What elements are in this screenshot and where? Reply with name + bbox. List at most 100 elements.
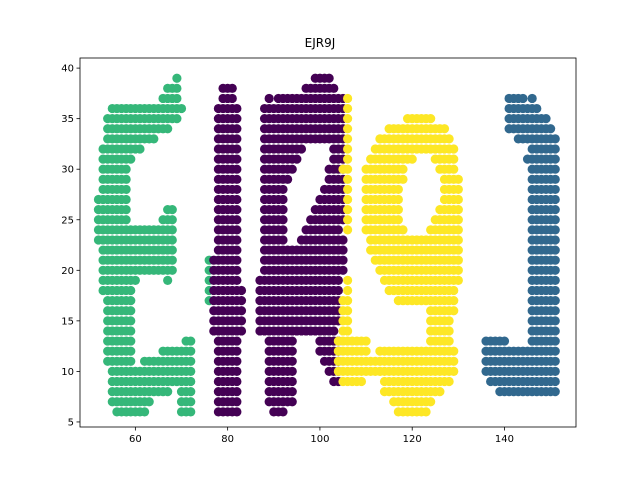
- data-point: [232, 336, 242, 346]
- data-point: [426, 397, 436, 407]
- data-point: [453, 194, 463, 205]
- data-point: [550, 215, 560, 225]
- y-tick-label: 35: [61, 114, 74, 125]
- data-point: [121, 215, 131, 225]
- chart-title: EJR9J: [305, 36, 336, 50]
- data-point: [550, 245, 560, 255]
- data-point: [550, 306, 560, 316]
- data-point: [333, 225, 343, 235]
- data-point: [343, 205, 353, 215]
- data-point: [140, 407, 150, 417]
- data-point: [439, 124, 450, 134]
- data-point: [232, 114, 242, 124]
- data-point: [426, 114, 436, 124]
- data-point: [236, 285, 247, 296]
- data-point: [167, 215, 177, 225]
- data-point: [167, 225, 177, 235]
- data-point: [444, 336, 454, 346]
- data-point: [449, 346, 459, 356]
- data-point: [550, 134, 560, 144]
- data-point: [550, 376, 560, 387]
- data-point: [278, 215, 288, 225]
- y-tick-label: 30: [61, 165, 74, 176]
- series-3: [333, 93, 463, 417]
- data-point: [550, 346, 560, 356]
- data-point: [236, 316, 247, 326]
- data-point: [163, 124, 173, 134]
- data-point: [453, 245, 463, 255]
- data-point: [550, 296, 560, 306]
- data-point: [550, 326, 560, 336]
- data-point: [550, 184, 560, 195]
- data-point: [444, 376, 454, 387]
- data-point: [449, 306, 459, 316]
- data-point: [453, 255, 463, 265]
- data-point: [449, 285, 459, 296]
- data-point: [121, 174, 131, 184]
- data-point: [232, 407, 242, 417]
- data-point: [172, 73, 182, 83]
- x-tick-label: 140: [495, 434, 514, 445]
- data-point: [283, 174, 293, 184]
- data-point: [449, 366, 459, 376]
- data-point: [550, 366, 560, 376]
- data-point: [449, 144, 459, 154]
- data-point: [126, 336, 136, 346]
- data-point: [453, 215, 463, 225]
- data-point: [232, 184, 242, 195]
- data-point: [324, 73, 334, 83]
- data-point: [550, 205, 560, 215]
- data-point: [287, 356, 297, 366]
- data-point: [343, 215, 353, 225]
- x-tick-label: 100: [310, 434, 329, 445]
- data-point: [449, 356, 459, 366]
- y-tick-label: 10: [61, 367, 74, 378]
- data-point: [550, 154, 560, 164]
- data-point: [126, 306, 136, 316]
- data-point: [343, 285, 353, 296]
- data-point: [278, 194, 288, 205]
- y-tick-label: 25: [61, 215, 74, 226]
- data-point: [550, 336, 560, 346]
- data-point: [343, 124, 353, 134]
- data-point: [338, 265, 348, 275]
- data-point: [435, 387, 445, 397]
- axes-layer: 60 80 100 120 140 5 10 15 20 25 30 35 40: [61, 57, 577, 445]
- data-point: [550, 285, 560, 296]
- data-point: [343, 296, 353, 306]
- data-point: [343, 134, 353, 144]
- data-point: [232, 275, 242, 286]
- data-point: [343, 326, 353, 336]
- data-point: [550, 225, 560, 235]
- x-tick-label: 60: [129, 434, 142, 445]
- data-point: [232, 124, 242, 134]
- data-point: [149, 134, 159, 144]
- data-point: [167, 245, 177, 255]
- data-point: [126, 326, 136, 336]
- y-tick-label: 20: [61, 266, 74, 277]
- data-point: [172, 114, 182, 124]
- data-point: [135, 144, 145, 154]
- data-point: [356, 376, 367, 387]
- data-point: [393, 205, 403, 215]
- data-point: [227, 83, 237, 93]
- data-point: [550, 164, 560, 174]
- data-point: [163, 387, 173, 397]
- data-point: [329, 326, 339, 336]
- data-point: [232, 346, 242, 356]
- data-point: [121, 205, 131, 215]
- data-point: [278, 235, 288, 245]
- data-point: [167, 255, 177, 265]
- data-point: [292, 154, 302, 164]
- data-point: [329, 83, 339, 93]
- data-point: [453, 275, 463, 286]
- data-point: [167, 235, 177, 245]
- data-point: [176, 103, 187, 114]
- data-point: [343, 154, 353, 164]
- data-point: [232, 245, 242, 255]
- data-point: [232, 164, 242, 174]
- points-layer: [93, 73, 560, 417]
- data-point: [527, 93, 537, 104]
- data-point: [186, 397, 196, 407]
- data-point: [449, 154, 459, 164]
